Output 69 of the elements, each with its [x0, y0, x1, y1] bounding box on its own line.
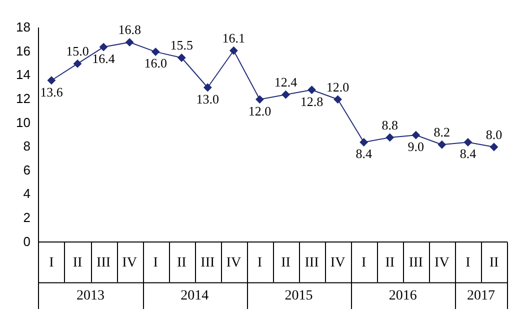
point: [204, 84, 212, 92]
data-label: 8.2: [434, 124, 450, 140]
text: 2017: [466, 288, 495, 304]
data-label: 13.0: [196, 91, 220, 106]
x-tick-label: IV: [434, 255, 450, 270]
x-tick-label: II: [385, 255, 395, 270]
x-tick-label: II: [489, 255, 499, 270]
y-tick-label: 2: [23, 210, 30, 225]
data-label: 16.8: [118, 22, 141, 38]
data-label: 15.0: [66, 44, 89, 59]
x-tick-label: IV: [226, 255, 242, 270]
x-tick-label: III: [408, 255, 424, 270]
data-label: 16.0: [144, 56, 167, 71]
x-tick-label: II: [281, 255, 291, 270]
x-tick-label: II: [176, 255, 187, 270]
data-label: 12.8: [300, 94, 324, 109]
data-label: 15.5: [170, 38, 193, 53]
x-tick-label: III: [200, 255, 215, 270]
x-tick-label: I: [49, 255, 54, 270]
point: [464, 138, 472, 146]
text: 2014: [180, 288, 209, 304]
x-tick-label: IV: [122, 255, 137, 270]
point: [490, 143, 498, 151]
text: 2013: [76, 288, 105, 304]
point: [282, 90, 290, 99]
data-label: 16.1: [222, 30, 246, 46]
point: [178, 54, 186, 62]
data-label: 13.6: [40, 84, 64, 100]
x-tick-label: I: [466, 255, 471, 270]
y-tick-label: 18: [16, 20, 30, 35]
y-tick-label: 8: [23, 138, 30, 154]
y-tick-label: 14: [16, 67, 30, 82]
point: [412, 131, 420, 140]
point: [438, 140, 446, 149]
x-tick-label: I: [257, 255, 262, 270]
point: [74, 60, 82, 68]
point: [334, 95, 342, 104]
y-tick-label: 6: [23, 162, 30, 178]
x-tick-label: II: [72, 255, 83, 270]
x-tick-label: III: [96, 255, 111, 270]
y-tick-label: 12: [16, 90, 30, 106]
data-label: 8.4: [356, 146, 372, 162]
y-tick-label: 10: [16, 114, 30, 130]
data-label: 8.4: [460, 146, 477, 162]
y-tick-label: 16: [16, 43, 30, 58]
point: [126, 38, 134, 46]
point: [308, 86, 316, 94]
x-tick-label: IV: [330, 255, 346, 270]
data-label: 12.0: [326, 79, 350, 94]
y-tick-label: 4: [23, 186, 30, 202]
point: [230, 46, 238, 55]
y-tick-label: 0: [23, 234, 30, 249]
text: 2015: [284, 288, 313, 304]
data-label: 16.4: [92, 50, 116, 66]
x-tick-label: I: [362, 255, 366, 270]
point: [386, 133, 394, 142]
text: 2016: [388, 288, 417, 304]
data-label: 8.8: [382, 117, 398, 132]
x-tick-label: I: [153, 255, 158, 270]
point: [360, 138, 368, 146]
data-label: 9.0: [408, 139, 424, 154]
point: [152, 48, 160, 56]
x-tick-label: III: [304, 255, 320, 270]
point: [100, 43, 108, 52]
data-label: 12.4: [274, 74, 298, 90]
data-label: 8.0: [486, 126, 502, 142]
point: [47, 76, 56, 84]
data-label: 12.0: [248, 103, 272, 118]
point: [256, 95, 264, 104]
